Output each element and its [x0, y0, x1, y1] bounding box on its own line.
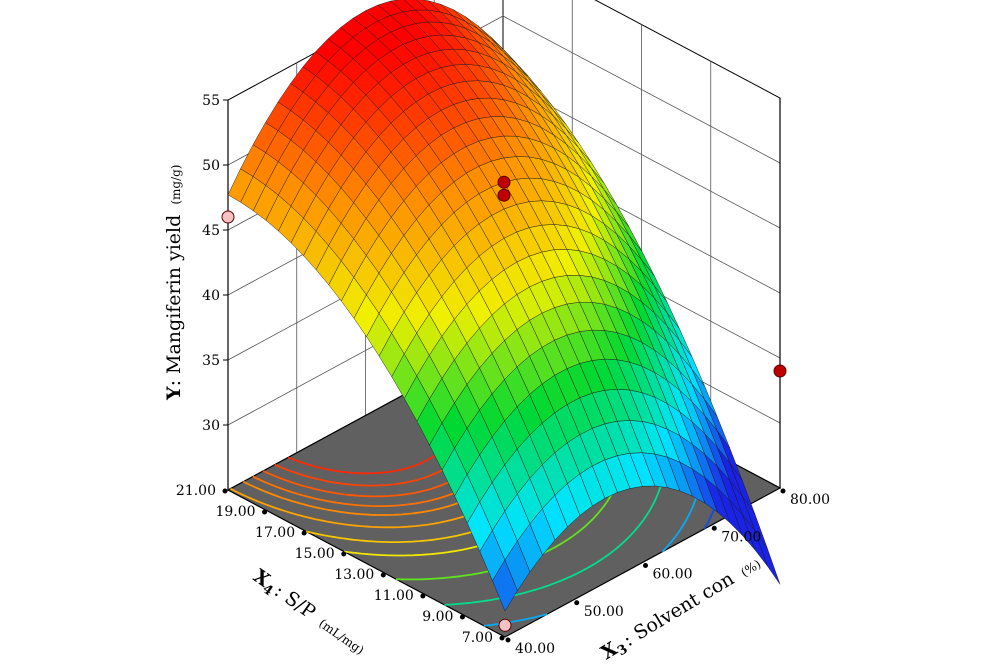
y-tick-mark: [459, 614, 465, 620]
y-tick-mark: [341, 551, 347, 557]
y-tick-mark: [499, 635, 505, 641]
response-surface: [227, 0, 781, 612]
z-tick-label: 50: [202, 158, 220, 174]
floor-contours: [229, 342, 725, 638]
y-tick-label: 19.00: [215, 504, 255, 520]
z-tick-label: 30: [202, 418, 220, 434]
z-tick-label: 40: [202, 288, 220, 304]
x-tick-label: 80.00: [790, 492, 830, 508]
x-tick-label: 70.00: [721, 529, 761, 545]
x-tick-label: 50.00: [584, 604, 624, 620]
design-point: [497, 188, 511, 202]
z-tick-label: 45: [202, 223, 220, 239]
y-tick-mark: [222, 488, 228, 494]
y-tick-label: 21.00: [176, 483, 216, 499]
y-tick-label: 9.00: [422, 609, 453, 625]
design-point: [221, 210, 235, 224]
y-tick-label: 17.00: [255, 525, 295, 541]
design-points-below: [221, 210, 512, 632]
y-tick-mark: [301, 530, 307, 536]
y-tick-label: 7.00: [462, 630, 493, 646]
y-tick-label: 11.00: [374, 588, 414, 604]
z-tick-label: 55: [202, 93, 220, 109]
design-points-above: [497, 175, 787, 378]
z-axis-label: Y: Mangiferin yield (mg/g): [163, 165, 185, 402]
x-tick-label: 40.00: [515, 641, 555, 657]
y-tick-mark: [262, 509, 268, 515]
x-tick-mark: [505, 637, 511, 643]
x-tick-mark: [574, 600, 580, 606]
x-tick-mark: [643, 563, 648, 568]
surface-cell: [490, 36, 516, 63]
y-tick-mark: [420, 593, 426, 599]
design-point: [498, 618, 512, 632]
surface-cell: [403, 0, 429, 11]
x-tick-label: 60.00: [653, 567, 693, 583]
x-tick-mark: [780, 488, 786, 494]
y-tick-mark: [380, 572, 386, 578]
y-tick-label: 15.00: [295, 546, 335, 562]
design-point: [773, 364, 787, 378]
z-tick-label: 35: [202, 353, 220, 369]
y-tick-label: 13.00: [334, 567, 374, 583]
surface-cell: [390, 0, 416, 13]
x-tick-mark: [711, 525, 717, 531]
design-point: [497, 175, 511, 189]
